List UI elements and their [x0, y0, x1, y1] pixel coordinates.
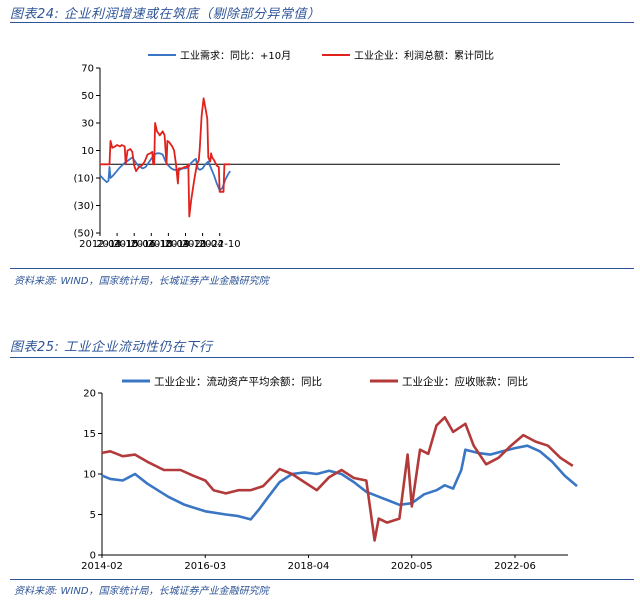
y-tick-label: 0 [90, 551, 96, 562]
x-tick-label: 2016-10 [130, 239, 172, 250]
y-tick-label: 30 [81, 119, 94, 130]
y-tick-label: 70 [81, 64, 94, 75]
x-tick-label: 2021-04 [182, 239, 224, 250]
x-tick-label: 2013-10 [96, 239, 138, 250]
chart-profit-growth: 70 50 30 10 (10) (30) (50)2012-042013-102015-0… [73, 49, 560, 250]
legend-label-1: 工业企业：流动资产平均余额：同比 [154, 375, 322, 388]
figure25-source: 资料来源: WIND，国家统计局，长城证券产业金融研究院 [14, 586, 269, 597]
series-line-2 [101, 416, 574, 542]
x-tick-label: 2018-04 [148, 239, 190, 250]
y-tick-label: (10) [73, 174, 94, 185]
figure24-source-rule [10, 268, 634, 269]
x-tick-label: 2022-06 [494, 561, 536, 572]
series-line-1 [99, 152, 231, 192]
x-tick-label: 2022-10 [199, 239, 241, 250]
y-tick-label: 20 [83, 389, 96, 400]
x-tick-label: 2014-02 [81, 561, 123, 572]
y-tick-label: 15 [83, 429, 96, 440]
x-tick-label: 2019-10 [165, 239, 207, 250]
x-tick-label: 2020-05 [391, 561, 433, 572]
figure24-title: 图表24: 企业利润增速或在筑底（剔除部分异常值） [10, 7, 321, 22]
x-tick-label: 2012-04 [79, 239, 121, 250]
x-tick-label: 2016-03 [184, 561, 226, 572]
y-tick-label: 50 [81, 91, 94, 102]
y-tick-label: 5 [90, 510, 96, 521]
y-tick-label: (30) [73, 201, 94, 212]
legend-label-1: 工业需求：同比：+10月 [180, 50, 291, 62]
y-tick-label: (50) [73, 229, 94, 240]
x-tick-label: 2015-04 [113, 239, 155, 250]
y-tick-label: 10 [81, 146, 94, 157]
series-line-1 [101, 444, 578, 521]
figure24-title-rule [10, 22, 634, 23]
legend-label-2: 工业企业：应收账款：同比 [402, 375, 528, 388]
y-tick-label: 10 [83, 470, 96, 481]
figure24-source: 资料来源: WIND，国家统计局，长城证券产业金融研究院 [14, 276, 269, 287]
series-line-2 [100, 97, 231, 218]
figure25-title: 图表25: 工业企业流动性仍在下行 [10, 340, 213, 355]
legend-label-2: 工业企业：利润总额：累计同比 [354, 49, 494, 62]
x-tick-label: 2018-04 [288, 561, 330, 572]
figure25-source-rule [10, 579, 634, 580]
figure25-title-rule [10, 357, 634, 358]
